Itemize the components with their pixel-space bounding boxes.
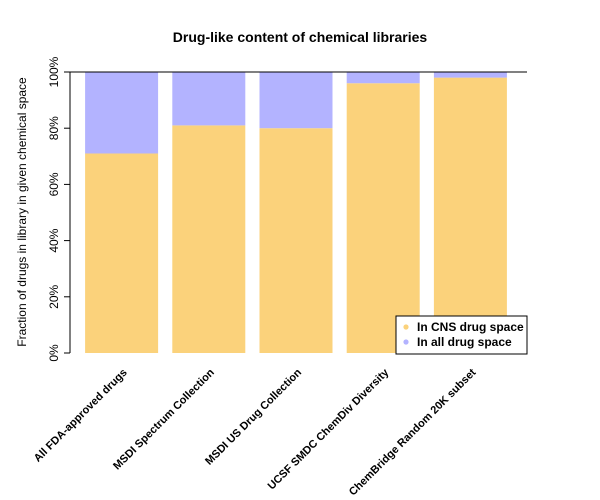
y-tick-label-4: 80%	[47, 116, 61, 140]
bar-all-2	[259, 72, 333, 129]
legend-marker-1	[403, 339, 409, 345]
bar-all-0	[85, 72, 159, 154]
bar-cns-0	[85, 153, 159, 353]
bar-all-1	[172, 72, 246, 126]
y-tick-label-3: 60%	[47, 172, 61, 196]
bar-cns-4	[433, 77, 507, 354]
x-tick-label-1: MSDI Spectrum Collection	[111, 366, 217, 472]
bar-all-4	[433, 72, 507, 78]
legend-label-1: In all drug space	[417, 335, 512, 349]
x-tick-label-2: MSDI US Drug Collection	[203, 366, 304, 467]
chart-title: Drug-like content of chemical libraries	[173, 29, 428, 45]
y-tick-label-5: 100%	[47, 56, 61, 87]
y-tick-label-1: 20%	[47, 284, 61, 308]
bar-cns-2	[259, 128, 333, 353]
legend-box	[395, 315, 528, 355]
x-tick-label-0: All FDA-approved drugs	[32, 367, 130, 465]
bar-cns-1	[172, 125, 246, 353]
bar-cns-3	[346, 83, 420, 354]
y-axis-label: Fraction of drugs in library in given ch…	[15, 77, 29, 347]
legend-marker-0	[403, 324, 409, 330]
y-tick-label-0: 0%	[47, 344, 61, 362]
bar-all-3	[346, 72, 420, 84]
legend-label-0: In CNS drug space	[417, 320, 524, 334]
y-tick-label-2: 40%	[47, 228, 61, 252]
